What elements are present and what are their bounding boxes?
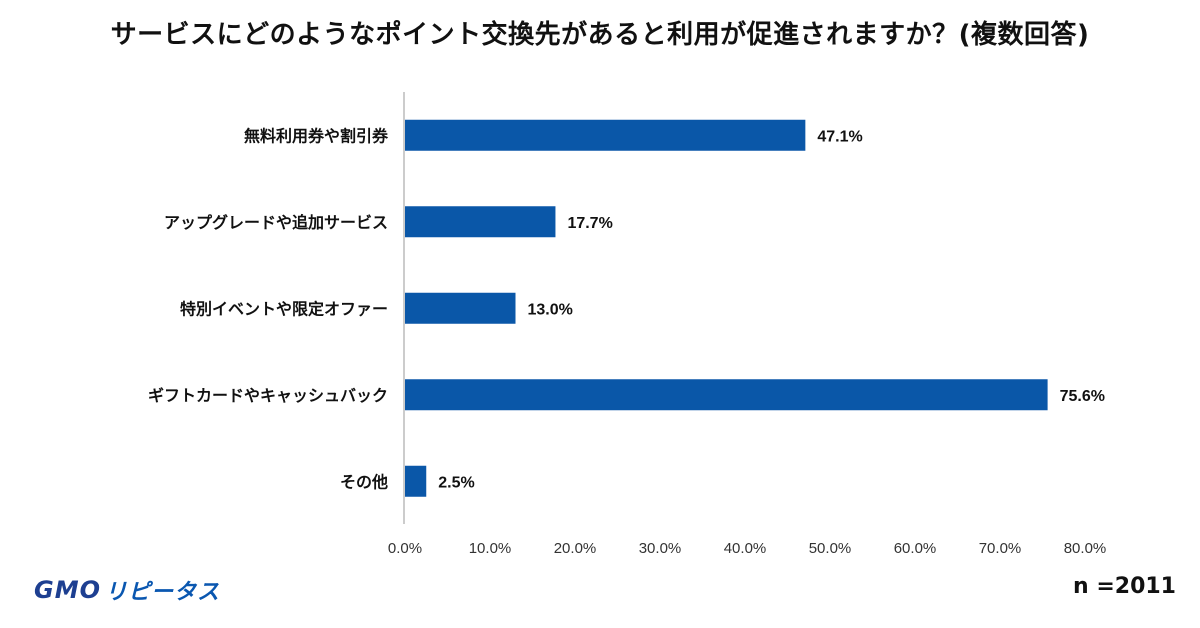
sample-size-note: n =2011 (1073, 574, 1176, 599)
category-label: ギフトカードやキャッシュバック (148, 386, 388, 405)
bar (405, 379, 1048, 411)
logo-text-gmo: GMO (34, 576, 101, 604)
bar (405, 292, 516, 324)
category-label: 無料利用券や割引券 (244, 126, 389, 145)
x-tick-label: 70.0% (979, 540, 1022, 557)
bar (405, 465, 427, 497)
x-tick-label: 30.0% (639, 540, 682, 557)
bars (405, 119, 1048, 497)
chart-title: サービスにどのようなポイント交換先があると利用が促進されますか？(複数回答) (110, 20, 1090, 50)
value-label: 47.1% (817, 128, 862, 145)
x-tick-label: 10.0% (469, 540, 512, 557)
x-tick-label: 60.0% (894, 540, 937, 557)
gmo-logo: GMO リピータス (34, 575, 220, 605)
value-labels: 47.1% 17.7% 13.0% 75.6% 2.5% (438, 128, 1105, 491)
category-label: その他 (340, 472, 388, 491)
x-tick-labels: 0.0% 10.0% 20.0% 30.0% 40.0% 50.0% 60.0% 70.0% 8… (388, 540, 1106, 557)
x-tick-label: 40.0% (724, 540, 767, 557)
value-label: 17.7% (567, 215, 612, 232)
bar (405, 206, 556, 238)
category-label: アップグレードや追加サービス (164, 213, 388, 232)
x-tick-label: 20.0% (554, 540, 597, 557)
logo-text-repitas: リピータス (104, 580, 220, 605)
category-labels: 無料利用券や割引券アップグレードや追加サービス特別イベントや限定オファーギフトカ… (148, 126, 389, 491)
category-label: 特別イベントや限定オファー (180, 299, 388, 318)
value-label: 13.0% (528, 301, 573, 318)
x-tick-label: 0.0% (388, 540, 422, 557)
value-label: 2.5% (438, 474, 474, 491)
x-tick-label: 80.0% (1064, 540, 1107, 557)
bar (405, 119, 806, 151)
value-label: 75.6% (1060, 388, 1105, 405)
x-tick-label: 50.0% (809, 540, 852, 557)
